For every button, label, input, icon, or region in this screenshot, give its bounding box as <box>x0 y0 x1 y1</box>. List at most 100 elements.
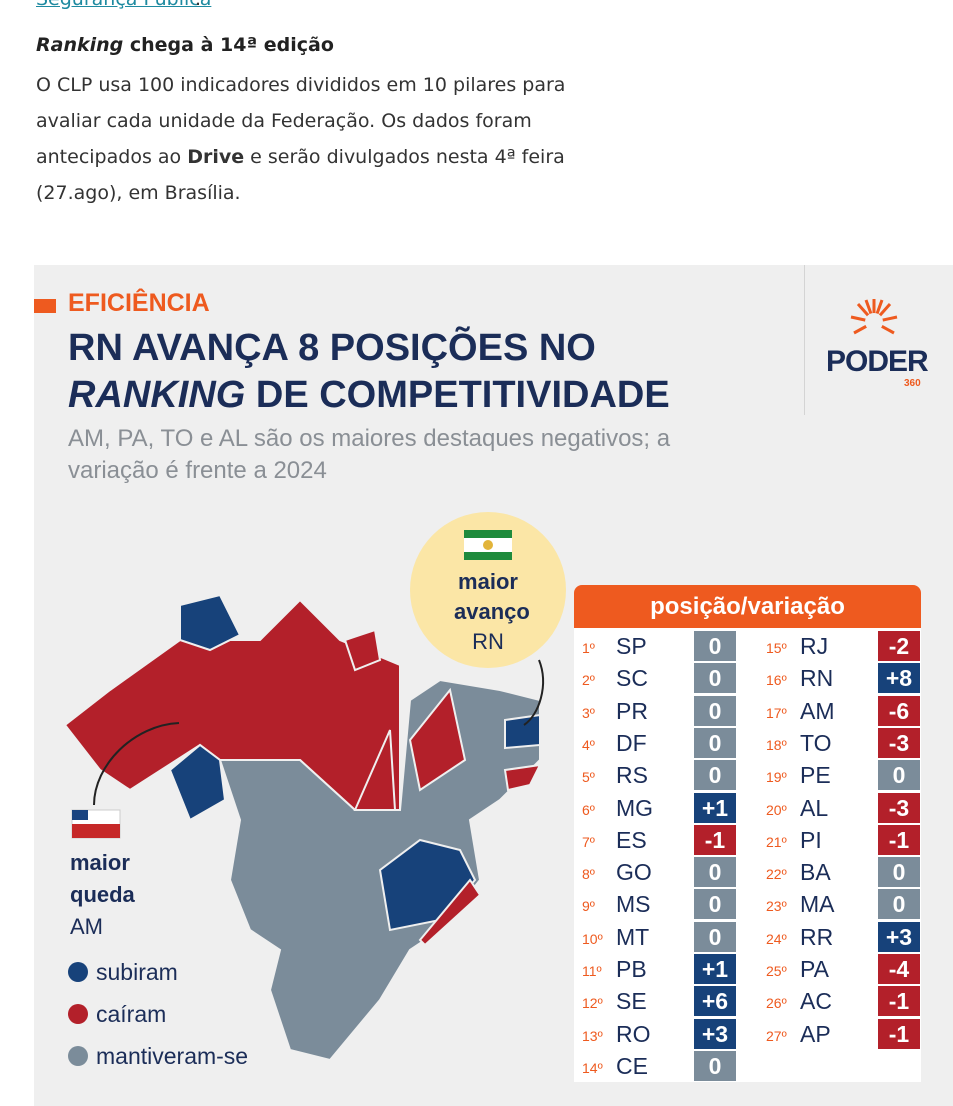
table-row: 8º GO 0 <box>574 856 737 888</box>
position: 19º <box>766 769 787 786</box>
state: PI <box>800 826 822 853</box>
variation: -1 <box>878 986 920 1017</box>
table-row: 6º MG +1 <box>574 792 737 824</box>
legend-item: caíram <box>68 1001 166 1028</box>
callout-state: AM <box>70 914 103 939</box>
table-header: posição/variação <box>574 585 921 628</box>
state: RS <box>616 762 648 789</box>
variation: +1 <box>694 954 736 984</box>
position: 8º <box>582 866 595 883</box>
state: RN <box>800 665 834 692</box>
link-suffix: . <box>195 0 201 10</box>
table-row: 15º RJ -2 <box>758 630 921 662</box>
position: 9º <box>582 898 595 915</box>
position: 3º <box>582 704 595 721</box>
variation: 0 <box>694 663 736 694</box>
section-heading: Ranking chega à 14ª edição <box>36 34 334 56</box>
callout-text: queda <box>70 882 135 907</box>
callout-text: maior <box>70 850 130 875</box>
table-row: 21º PI -1 <box>758 824 921 856</box>
variation: +3 <box>694 1018 736 1049</box>
table-row: 12º SE +6 <box>574 985 737 1017</box>
callout-text: avanço <box>454 599 530 624</box>
title: RANKING DE COMPETITIVIDADE <box>68 374 670 417</box>
variation: 0 <box>694 760 736 791</box>
heading-italic: Ranking <box>36 34 124 56</box>
table-row: 11º PB +1 <box>574 953 737 985</box>
link-text[interactable]: Segurança Pública <box>36 0 211 10</box>
table-row: 1º SP 0 <box>574 630 737 662</box>
legend-label: caíram <box>96 1001 167 1027</box>
ranking-table: 1º SP 0 2º SC 0 3º PR 0 4º DF 0 5º RS 0 6º MG +1 7º ES -1 8º G… <box>574 628 921 1082</box>
state: RO <box>616 1020 651 1047</box>
state: MA <box>800 891 835 918</box>
callout-bottom: maior queda AM <box>70 847 135 943</box>
paragraph-text: O CLP usa 100 indicadores divididos em 1… <box>36 74 566 168</box>
legend-item: mantiveram-se <box>68 1043 248 1070</box>
table-row: 14º CE 0 <box>574 1050 737 1082</box>
table-row: 18º TO -3 <box>758 727 921 759</box>
position: 17º <box>766 704 787 721</box>
state: GO <box>616 859 652 886</box>
state: PB <box>616 956 647 982</box>
table-row: 19º PE 0 <box>758 759 921 791</box>
variation: 0 <box>694 1050 736 1081</box>
variation: 0 <box>694 857 736 888</box>
variation: 0 <box>694 631 736 661</box>
state: PA <box>800 956 829 982</box>
table-row: 27º AP -1 <box>758 1018 921 1050</box>
position: 2º <box>582 672 595 689</box>
legend-label: subiram <box>96 959 178 985</box>
heading-rest: chega à 14ª edição <box>123 34 334 56</box>
table-row: 25º PA -4 <box>758 953 921 985</box>
callout-top: maior avanço RN <box>454 567 530 657</box>
position: 27º <box>766 1027 787 1044</box>
state: SP <box>616 633 647 659</box>
position: 18º <box>766 736 787 753</box>
table-row: 24º RR +3 <box>758 921 921 953</box>
table-row: 4º DF 0 <box>574 727 737 759</box>
paragraph: O CLP usa 100 indicadores divididos em 1… <box>36 67 636 211</box>
position: 5º <box>582 769 595 786</box>
variation: -6 <box>878 695 920 726</box>
position: 13º <box>582 1027 603 1044</box>
table-row: 20º AL -3 <box>758 792 921 824</box>
position: 25º <box>766 963 787 979</box>
divider <box>804 265 805 415</box>
position: 12º <box>582 995 603 1012</box>
variation: 0 <box>694 727 736 758</box>
variation: +3 <box>878 921 920 952</box>
variation: +1 <box>694 792 736 823</box>
variation: -3 <box>878 727 920 758</box>
position: 23º <box>766 898 787 915</box>
state: RJ <box>800 633 829 659</box>
table-row: 3º PR 0 <box>574 695 737 727</box>
logo-sub: 360 <box>904 378 921 389</box>
position: 6º <box>582 801 595 818</box>
variation: 0 <box>694 921 736 952</box>
state: MT <box>616 923 650 950</box>
position: 11º <box>582 963 602 979</box>
table-row: 16º RN +8 <box>758 662 921 694</box>
state: AM <box>800 697 835 724</box>
table-row: 13º RO +3 <box>574 1018 737 1050</box>
state: AP <box>800 1020 831 1047</box>
table-row: 10º MT 0 <box>574 921 737 953</box>
legend-label: mantiveram-se <box>96 1043 249 1069</box>
legend-swatch <box>68 962 88 982</box>
article-link[interactable]: Segurança Pública <box>36 0 211 10</box>
variation: -4 <box>878 954 920 984</box>
state: SC <box>616 665 648 692</box>
position: 15º <box>766 640 787 656</box>
variation: -3 <box>878 792 920 823</box>
table-row: 23º MA 0 <box>758 888 921 920</box>
logo: PODER <box>826 345 929 378</box>
legend-item: subiram <box>68 959 178 986</box>
state: SE <box>616 988 647 1015</box>
map <box>63 512 566 1062</box>
variation: 0 <box>878 889 920 920</box>
table-row: 2º SC 0 <box>574 662 737 694</box>
variation: 0 <box>878 857 920 888</box>
position: 4º <box>582 736 595 753</box>
